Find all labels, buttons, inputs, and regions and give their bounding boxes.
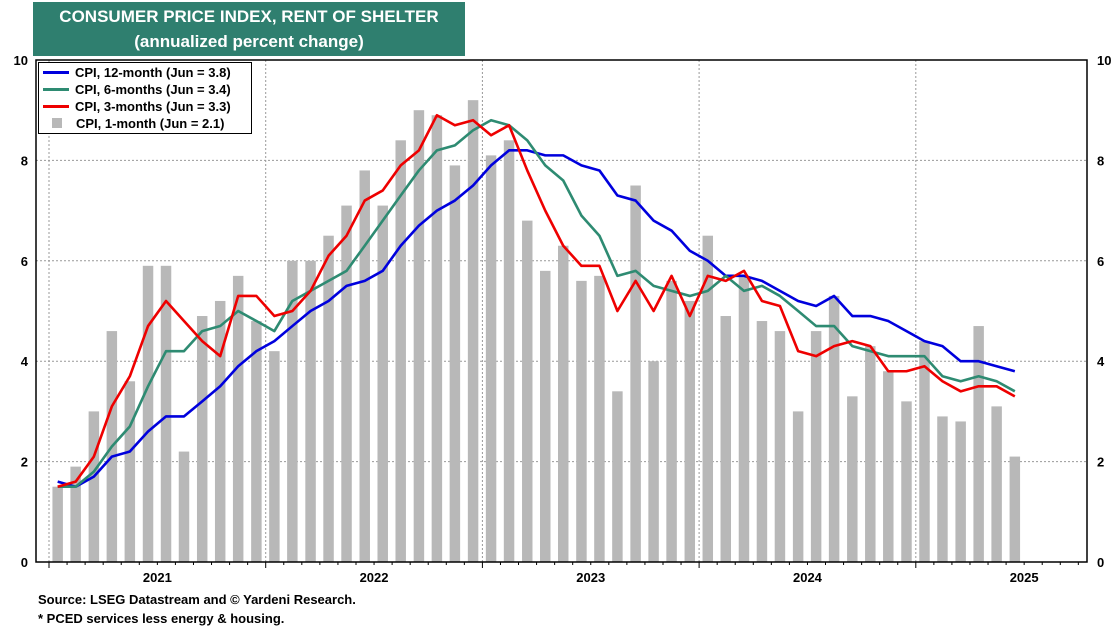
bar-1-month: [901, 401, 912, 562]
bar-1-month: [1009, 456, 1021, 562]
chart-legend: CPI, 12-month (Jun = 3.8) CPI, 6-months …: [38, 62, 252, 134]
y-tick-label-right: 8: [1097, 153, 1104, 168]
bar-1-month: [557, 245, 569, 563]
legend-item-12-month: CPI, 12-month (Jun = 3.8): [39, 64, 251, 80]
bar-1-month: [594, 275, 605, 562]
y-tick-label-left: 10: [14, 53, 28, 68]
legend-swatch-1-month: [52, 118, 62, 128]
bar-1-month: [919, 341, 930, 562]
bar-1-month: [142, 265, 154, 562]
y-tick-label-left: 8: [21, 153, 28, 168]
line-6-months: [57, 118, 1016, 489]
bar-1-month: [648, 361, 659, 562]
line-3-months: [57, 113, 1016, 488]
bar-1-month: [269, 351, 280, 562]
chart-title: CONSUMER PRICE INDEX, RENT OF SHELTER: [59, 7, 439, 26]
x-tick-label: 2021: [143, 570, 172, 585]
legend-item-6-months: CPI, 6-months (Jun = 3.4): [39, 81, 251, 97]
bar-1-month: [287, 260, 298, 562]
bar-1-month: [792, 411, 804, 562]
footnotes: Source: LSEG Datastream and © Yardeni Re…: [38, 590, 356, 628]
y-tick-label-left: 0: [21, 555, 28, 570]
bar-1-month: [160, 265, 172, 562]
x-tick-label: 2024: [793, 570, 823, 585]
bar-1-month: [702, 235, 714, 562]
legend-label-6-months: CPI, 6-months (Jun = 3.4): [75, 81, 231, 97]
bar-1-month: [431, 115, 443, 562]
bar-1-month: [738, 275, 750, 562]
chart-subtitle: (annualized percent change): [134, 32, 364, 51]
bar-1-month: [395, 140, 406, 562]
y-tick-label-right: 6: [1097, 254, 1104, 269]
bar-1-month: [937, 416, 948, 562]
bar-1-month: [196, 316, 208, 562]
bar-1-month: [865, 346, 876, 562]
x-tick-label: 2023: [576, 570, 605, 585]
bar-1-month: [88, 411, 100, 562]
bar-1-month: [883, 371, 894, 562]
bar-1-month: [612, 391, 623, 562]
bar-1-month: [124, 381, 136, 562]
legend-swatch-6-months: [43, 87, 69, 91]
y-tick-label-left: 4: [21, 354, 29, 369]
bar-1-month: [449, 165, 461, 563]
bar-1-month: [576, 280, 587, 562]
y-tick-label-right: 4: [1097, 354, 1105, 369]
legend-swatch-3-months: [43, 104, 69, 108]
footnote: * PCED services less energy & housing.: [38, 611, 285, 626]
chart-title-box: CONSUMER PRICE INDEX, RENT OF SHELTER (a…: [33, 2, 465, 56]
bar-1-month: [341, 205, 352, 562]
y-tick-label-left: 6: [21, 254, 28, 269]
bar-1-month: [774, 331, 786, 562]
bar-1-month: [540, 270, 551, 562]
legend-label-1-month: CPI, 1-month (Jun = 2.1): [76, 115, 225, 131]
legend-item-1-month: CPI, 1-month (Jun = 2.1): [39, 115, 251, 131]
bar-1-month: [955, 421, 966, 562]
bar-1-month: [828, 295, 840, 562]
bar-1-month: [810, 331, 822, 562]
source-note: Source: LSEG Datastream and © Yardeni Re…: [38, 592, 356, 607]
bar-1-month: [847, 396, 858, 562]
bar-1-month: [70, 466, 81, 562]
x-tick-label: 2022: [360, 570, 389, 585]
bar-1-month: [305, 260, 316, 562]
legend-swatch-12-month: [43, 70, 69, 74]
bar-1-month: [232, 275, 244, 562]
bar-1-month: [359, 170, 370, 562]
bar-1-month: [413, 110, 425, 562]
x-tick-label: 2025: [1010, 570, 1039, 585]
bar-1-month: [377, 205, 388, 562]
bar-1-month: [52, 486, 63, 562]
bar-1-month: [973, 326, 984, 562]
bar-1-month: [720, 316, 731, 562]
legend-label-3-months: CPI, 3-months (Jun = 3.3): [75, 98, 231, 114]
bar-1-month: [178, 451, 190, 562]
legend-item-3-months: CPI, 3-months (Jun = 3.3): [39, 98, 251, 114]
legend-label-12-month: CPI, 12-month (Jun = 3.8): [75, 64, 231, 80]
bar-1-month: [503, 140, 515, 562]
y-tick-label-left: 2: [21, 455, 28, 470]
bar-1-month: [323, 235, 334, 562]
bar-1-month: [251, 321, 262, 562]
bar-1-month: [756, 321, 768, 562]
y-tick-label-right: 0: [1097, 555, 1104, 570]
bar-1-month: [467, 100, 479, 562]
y-tick-label-right: 2: [1097, 455, 1104, 470]
bar-1-month: [485, 155, 497, 562]
y-tick-label-right: 10: [1097, 53, 1111, 68]
bar-1-month: [666, 280, 677, 562]
plot-frame: [35, 59, 1088, 563]
bar-1-month: [684, 300, 696, 562]
bar-1-month: [991, 406, 1002, 562]
bar-1-month: [630, 185, 641, 562]
bar-1-month: [214, 300, 226, 562]
bar-1-month: [522, 220, 533, 562]
